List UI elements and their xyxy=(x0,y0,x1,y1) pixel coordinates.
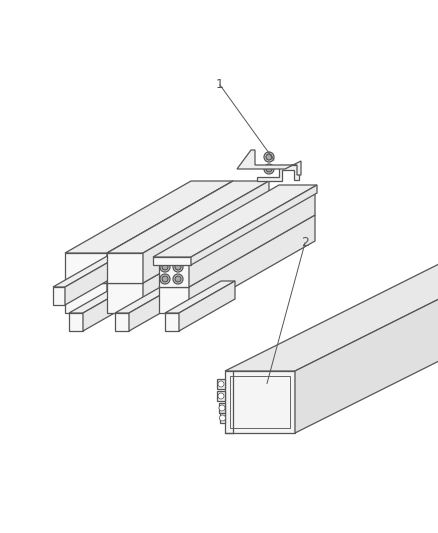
Polygon shape xyxy=(165,281,235,313)
Polygon shape xyxy=(225,371,295,433)
Polygon shape xyxy=(217,391,225,401)
Polygon shape xyxy=(107,253,143,283)
Circle shape xyxy=(219,415,226,421)
Polygon shape xyxy=(220,413,225,423)
Text: 1: 1 xyxy=(216,78,224,92)
Polygon shape xyxy=(53,287,65,305)
Circle shape xyxy=(266,166,272,172)
Polygon shape xyxy=(295,221,438,433)
Circle shape xyxy=(162,276,168,282)
Polygon shape xyxy=(115,313,129,331)
Polygon shape xyxy=(191,185,317,265)
Circle shape xyxy=(175,264,181,270)
Polygon shape xyxy=(189,187,315,287)
Circle shape xyxy=(266,154,272,160)
Polygon shape xyxy=(65,283,107,313)
Polygon shape xyxy=(65,247,135,305)
Circle shape xyxy=(162,264,168,270)
Circle shape xyxy=(173,262,183,272)
Polygon shape xyxy=(153,185,317,257)
Polygon shape xyxy=(237,150,301,175)
Circle shape xyxy=(160,262,170,272)
Polygon shape xyxy=(217,379,225,389)
Polygon shape xyxy=(107,211,233,313)
Polygon shape xyxy=(189,215,315,313)
Polygon shape xyxy=(129,281,185,331)
Polygon shape xyxy=(225,221,438,371)
Circle shape xyxy=(218,393,224,399)
Circle shape xyxy=(264,164,274,174)
Polygon shape xyxy=(53,247,135,287)
Circle shape xyxy=(173,274,183,284)
Polygon shape xyxy=(83,281,139,331)
Circle shape xyxy=(160,274,170,284)
Polygon shape xyxy=(107,283,143,313)
Polygon shape xyxy=(107,181,269,253)
Polygon shape xyxy=(69,281,139,313)
Polygon shape xyxy=(159,215,315,287)
Polygon shape xyxy=(159,259,189,287)
Polygon shape xyxy=(257,165,299,181)
Polygon shape xyxy=(69,313,83,331)
Polygon shape xyxy=(65,253,107,283)
Polygon shape xyxy=(65,211,233,283)
Polygon shape xyxy=(219,403,225,413)
Polygon shape xyxy=(107,211,269,283)
Polygon shape xyxy=(159,287,189,313)
Polygon shape xyxy=(65,181,233,253)
Polygon shape xyxy=(107,181,233,283)
Polygon shape xyxy=(179,281,235,331)
Circle shape xyxy=(219,405,225,411)
Circle shape xyxy=(175,276,181,282)
Polygon shape xyxy=(159,187,315,259)
Polygon shape xyxy=(165,313,179,331)
Polygon shape xyxy=(115,281,185,313)
Polygon shape xyxy=(153,257,191,265)
Circle shape xyxy=(264,152,274,162)
Polygon shape xyxy=(143,211,269,313)
Text: 2: 2 xyxy=(301,237,309,249)
Circle shape xyxy=(218,381,224,387)
Polygon shape xyxy=(143,181,269,283)
